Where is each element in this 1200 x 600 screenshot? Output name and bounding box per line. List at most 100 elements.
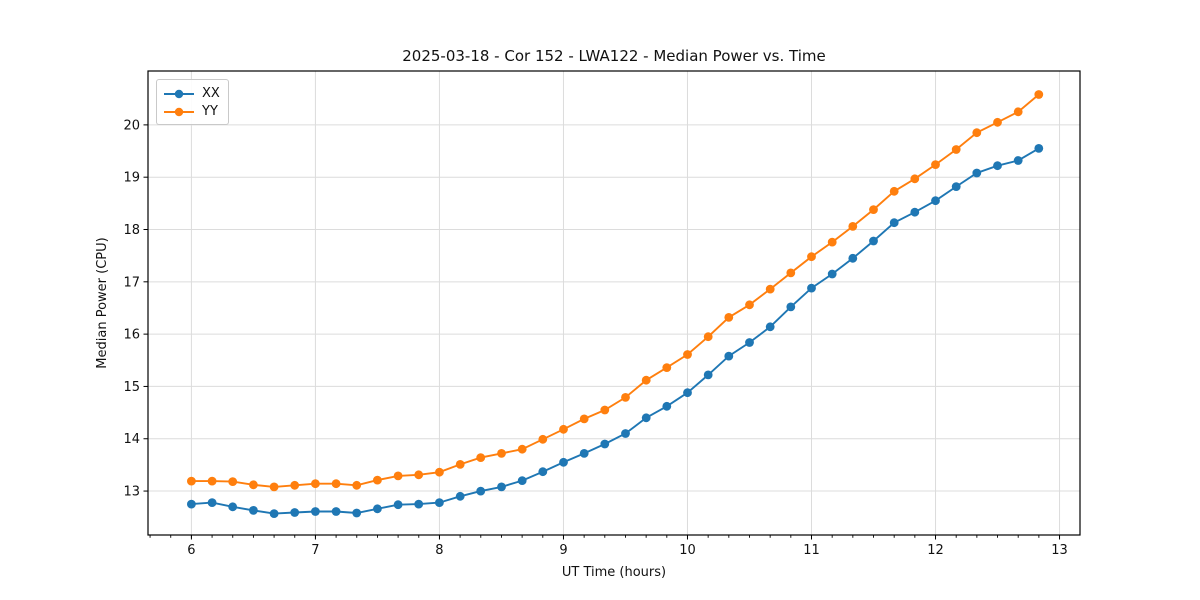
data-point-yy (517, 444, 527, 454)
data-point-yy (559, 424, 568, 434)
data-point-yy (683, 350, 692, 359)
data-point-xx (538, 467, 548, 477)
legend-marker (174, 89, 184, 99)
data-point-yy (249, 480, 258, 490)
data-point-xx (497, 482, 506, 492)
data-point-yy (393, 471, 403, 481)
data-point-xx (889, 218, 899, 228)
data-point-yy (228, 477, 238, 486)
data-point-xx (807, 283, 816, 293)
legend-sample-yy (164, 107, 194, 117)
data-point-xx (373, 504, 382, 514)
data-point-yy (435, 467, 444, 477)
data-point-xx (745, 338, 754, 347)
data-point-yy (1013, 107, 1023, 117)
data-point-yy (869, 205, 878, 215)
legend-sample-xx (164, 89, 194, 99)
data-point-xx (848, 253, 858, 263)
data-point-yy (807, 252, 816, 262)
data-point-xx (455, 491, 465, 501)
data-point-xx (662, 401, 672, 411)
data-point-yy (476, 453, 486, 462)
data-point-yy (269, 482, 279, 492)
y-tick-label: 14 (123, 432, 140, 447)
data-point-xx (393, 500, 403, 510)
data-point-yy (993, 117, 1002, 127)
legend-item-yy: YY (164, 103, 220, 121)
data-point-yy (972, 128, 982, 138)
data-point-yy (352, 480, 362, 490)
y-tick-label: 18 (123, 223, 140, 238)
data-point-yy (311, 479, 320, 489)
data-point-xx (559, 457, 568, 467)
data-point-xx (579, 449, 589, 458)
data-point-xx (517, 476, 527, 485)
x-tick-label: 8 (435, 543, 443, 558)
x-tick-label: 6 (187, 543, 195, 558)
x-axis-label: UT Time (hours) (562, 565, 666, 580)
plot-border (147, 70, 1081, 536)
data-point-xx (311, 507, 320, 516)
x-tick-label: 13 (1051, 543, 1068, 558)
data-point-yy (703, 332, 713, 342)
data-point-yy (373, 475, 382, 485)
data-point-xx (827, 269, 837, 279)
y-tick-label: 15 (123, 380, 140, 395)
data-point-yy (1034, 90, 1044, 99)
grid-layer (148, 71, 1080, 535)
data-point-yy (290, 480, 300, 490)
legend: XX YY (156, 79, 229, 125)
data-point-xx (476, 486, 486, 496)
y-tick-label: 13 (123, 485, 140, 500)
data-point-xx (641, 413, 651, 423)
data-point-xx (1013, 156, 1023, 165)
data-point-yy (455, 460, 465, 469)
data-point-yy (910, 174, 920, 184)
data-point-xx (414, 499, 424, 509)
data-point-yy (745, 300, 754, 310)
series-line-xx (191, 147, 1040, 515)
data-point-yy (827, 237, 837, 247)
data-point-yy (207, 476, 217, 486)
data-point-yy (497, 449, 506, 458)
data-point-xx (331, 507, 341, 516)
data-point-xx (290, 508, 300, 517)
axis-layer: 6 7 8 9 10 11 12 13 13 14 15 16 17 18 19 20 (123, 70, 1081, 558)
x-tick-label: 12 (927, 543, 944, 558)
x-tick-label: 7 (311, 543, 319, 558)
y-tick-label: 19 (123, 171, 140, 186)
legend-label: XX (202, 86, 220, 101)
data-point-yy (724, 313, 734, 322)
data-point-yy (414, 470, 424, 480)
data-point-yy (765, 284, 775, 294)
data-point-xx (435, 498, 444, 507)
data-point-yy (187, 476, 196, 486)
legend-label: YY (202, 104, 218, 119)
data-point-yy (662, 363, 672, 372)
data-point-yy (579, 414, 589, 424)
data-point-xx (269, 509, 279, 518)
data-point-xx (703, 370, 713, 380)
data-point-xx (951, 182, 961, 192)
data-point-xx (1034, 144, 1044, 153)
data-point-yy (641, 375, 651, 385)
data-point-xx (910, 207, 920, 217)
data-point-xx (869, 236, 878, 246)
x-tick-label: 11 (803, 543, 820, 558)
legend-marker (174, 107, 184, 117)
y-tick-label: 20 (123, 118, 140, 133)
data-point-xx (207, 498, 217, 507)
data-point-yy (848, 222, 858, 231)
data-point-yy (600, 405, 610, 415)
data-point-yy (621, 393, 630, 402)
data-point-xx (249, 506, 258, 515)
data-point-xx (228, 502, 238, 512)
x-tick-label: 9 (559, 543, 567, 558)
data-point-xx (765, 322, 775, 332)
data-point-yy (931, 160, 940, 170)
data-point-xx (600, 439, 610, 449)
y-tick-label: 16 (123, 328, 140, 343)
series-line-yy (191, 93, 1040, 488)
data-point-yy (538, 434, 548, 444)
data-point-xx (931, 196, 940, 206)
